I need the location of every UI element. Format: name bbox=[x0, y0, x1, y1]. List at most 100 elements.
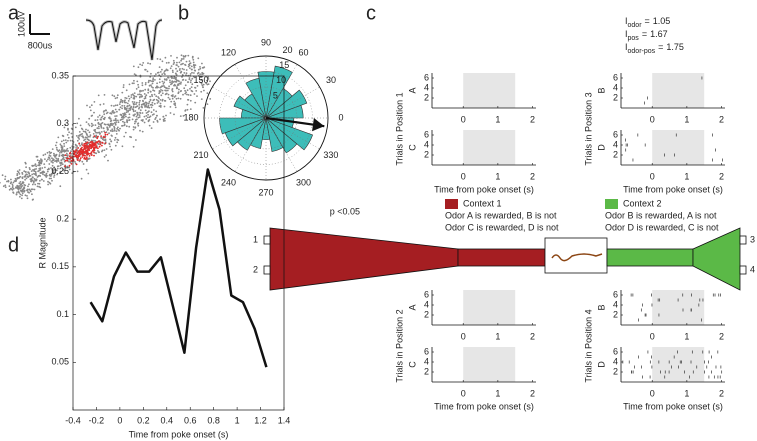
cluster-point bbox=[28, 188, 31, 191]
cluster-point bbox=[141, 82, 144, 84]
odor-label: A bbox=[407, 87, 417, 93]
cluster-point bbox=[112, 123, 115, 125]
cluster-point bbox=[145, 112, 148, 114]
cluster-point bbox=[116, 104, 119, 107]
cluster-point bbox=[202, 86, 204, 88]
cluster-point bbox=[32, 181, 35, 184]
cluster-point bbox=[138, 101, 141, 104]
cluster-point bbox=[200, 90, 203, 93]
cluster-point bbox=[26, 197, 29, 200]
cluster-point bbox=[161, 73, 164, 75]
cluster-point bbox=[125, 97, 128, 100]
cluster-point-selected bbox=[99, 143, 102, 146]
cluster-point bbox=[139, 112, 142, 114]
cluster-point bbox=[109, 145, 111, 148]
cluster-point bbox=[111, 130, 114, 132]
cluster-point bbox=[121, 101, 124, 104]
cluster-point bbox=[98, 114, 101, 117]
cluster-point bbox=[139, 129, 141, 132]
cluster-point bbox=[18, 192, 21, 194]
cluster-point bbox=[127, 110, 129, 113]
cluster-point-selected bbox=[81, 156, 84, 158]
cluster-point bbox=[172, 63, 175, 65]
cluster-point-selected bbox=[89, 144, 91, 147]
cluster-point bbox=[188, 78, 191, 81]
x-tick-label: 0 bbox=[461, 388, 466, 398]
cluster-point bbox=[28, 191, 30, 194]
cluster-point bbox=[15, 193, 18, 196]
cluster-point bbox=[1, 174, 4, 177]
cluster-point bbox=[174, 106, 177, 109]
cluster-point bbox=[133, 96, 136, 99]
cluster-point bbox=[42, 180, 45, 182]
cluster-point bbox=[80, 133, 82, 136]
cluster-point bbox=[175, 64, 178, 66]
cluster-point bbox=[191, 83, 194, 86]
x-tick-label: 1.2 bbox=[254, 415, 267, 425]
cluster-point bbox=[159, 106, 162, 108]
cluster-point bbox=[128, 119, 131, 122]
cluster-point bbox=[33, 188, 36, 191]
cluster-point bbox=[185, 74, 187, 76]
cluster-point bbox=[61, 163, 64, 166]
cluster-point bbox=[178, 69, 181, 71]
cluster-point-selected bbox=[69, 151, 72, 154]
y-tick-label: 6 bbox=[424, 346, 429, 356]
cluster-point bbox=[155, 95, 158, 98]
cluster-point bbox=[89, 106, 91, 108]
cluster-point bbox=[133, 73, 136, 75]
cluster-point bbox=[2, 185, 5, 188]
cluster-point bbox=[150, 127, 153, 129]
cluster-point bbox=[12, 191, 15, 194]
cluster-point bbox=[189, 81, 192, 84]
cluster-point bbox=[48, 181, 51, 184]
cluster-point bbox=[171, 69, 174, 72]
cluster-point bbox=[165, 68, 168, 71]
x-tick-label: 0 bbox=[650, 114, 655, 124]
cluster-point bbox=[186, 93, 188, 96]
cluster-point bbox=[132, 126, 135, 128]
cluster-point-selected bbox=[79, 151, 81, 154]
x-tick-label: 1 bbox=[495, 331, 500, 341]
cluster-point bbox=[33, 178, 36, 180]
cluster-point bbox=[158, 97, 160, 100]
cluster-point bbox=[141, 112, 144, 114]
cluster-point bbox=[68, 160, 70, 163]
cluster-point bbox=[120, 116, 123, 119]
y-tick-label: 4 bbox=[424, 139, 429, 149]
cluster-point bbox=[42, 170, 45, 173]
cluster-point bbox=[37, 170, 39, 173]
cluster-point bbox=[116, 94, 119, 97]
cluster-point bbox=[150, 72, 152, 75]
cluster-point bbox=[162, 115, 165, 118]
panel-label: c bbox=[366, 2, 376, 24]
cluster-point bbox=[189, 73, 192, 75]
cluster-point-selected bbox=[84, 147, 87, 150]
cluster-point bbox=[201, 66, 204, 69]
cluster-point bbox=[95, 135, 98, 138]
maze-context-1-corridor bbox=[457, 248, 546, 267]
cluster-point bbox=[38, 160, 41, 162]
cluster-point-selected bbox=[74, 155, 77, 158]
cluster-point bbox=[191, 77, 194, 80]
cluster-point bbox=[83, 139, 85, 142]
cluster-point bbox=[119, 106, 122, 109]
cluster-point bbox=[113, 128, 116, 130]
odor-label: C bbox=[407, 361, 417, 368]
y-tick-label: 0.05 bbox=[51, 357, 69, 367]
cluster-point bbox=[182, 93, 184, 96]
cluster-point bbox=[148, 84, 151, 87]
cluster-point bbox=[75, 135, 78, 137]
stimulus-window bbox=[652, 290, 705, 325]
cluster-point bbox=[134, 120, 137, 123]
x-tick-label: 2 bbox=[530, 331, 535, 341]
cluster-point bbox=[149, 115, 152, 118]
cluster-point bbox=[21, 192, 24, 195]
cluster-point bbox=[172, 71, 174, 73]
cluster-point bbox=[78, 117, 80, 120]
cluster-point bbox=[201, 62, 203, 65]
information-subscript: odor-pos bbox=[628, 48, 656, 55]
cluster-point bbox=[57, 150, 60, 153]
cluster-point-selected bbox=[98, 140, 100, 142]
cluster-point bbox=[53, 174, 56, 177]
